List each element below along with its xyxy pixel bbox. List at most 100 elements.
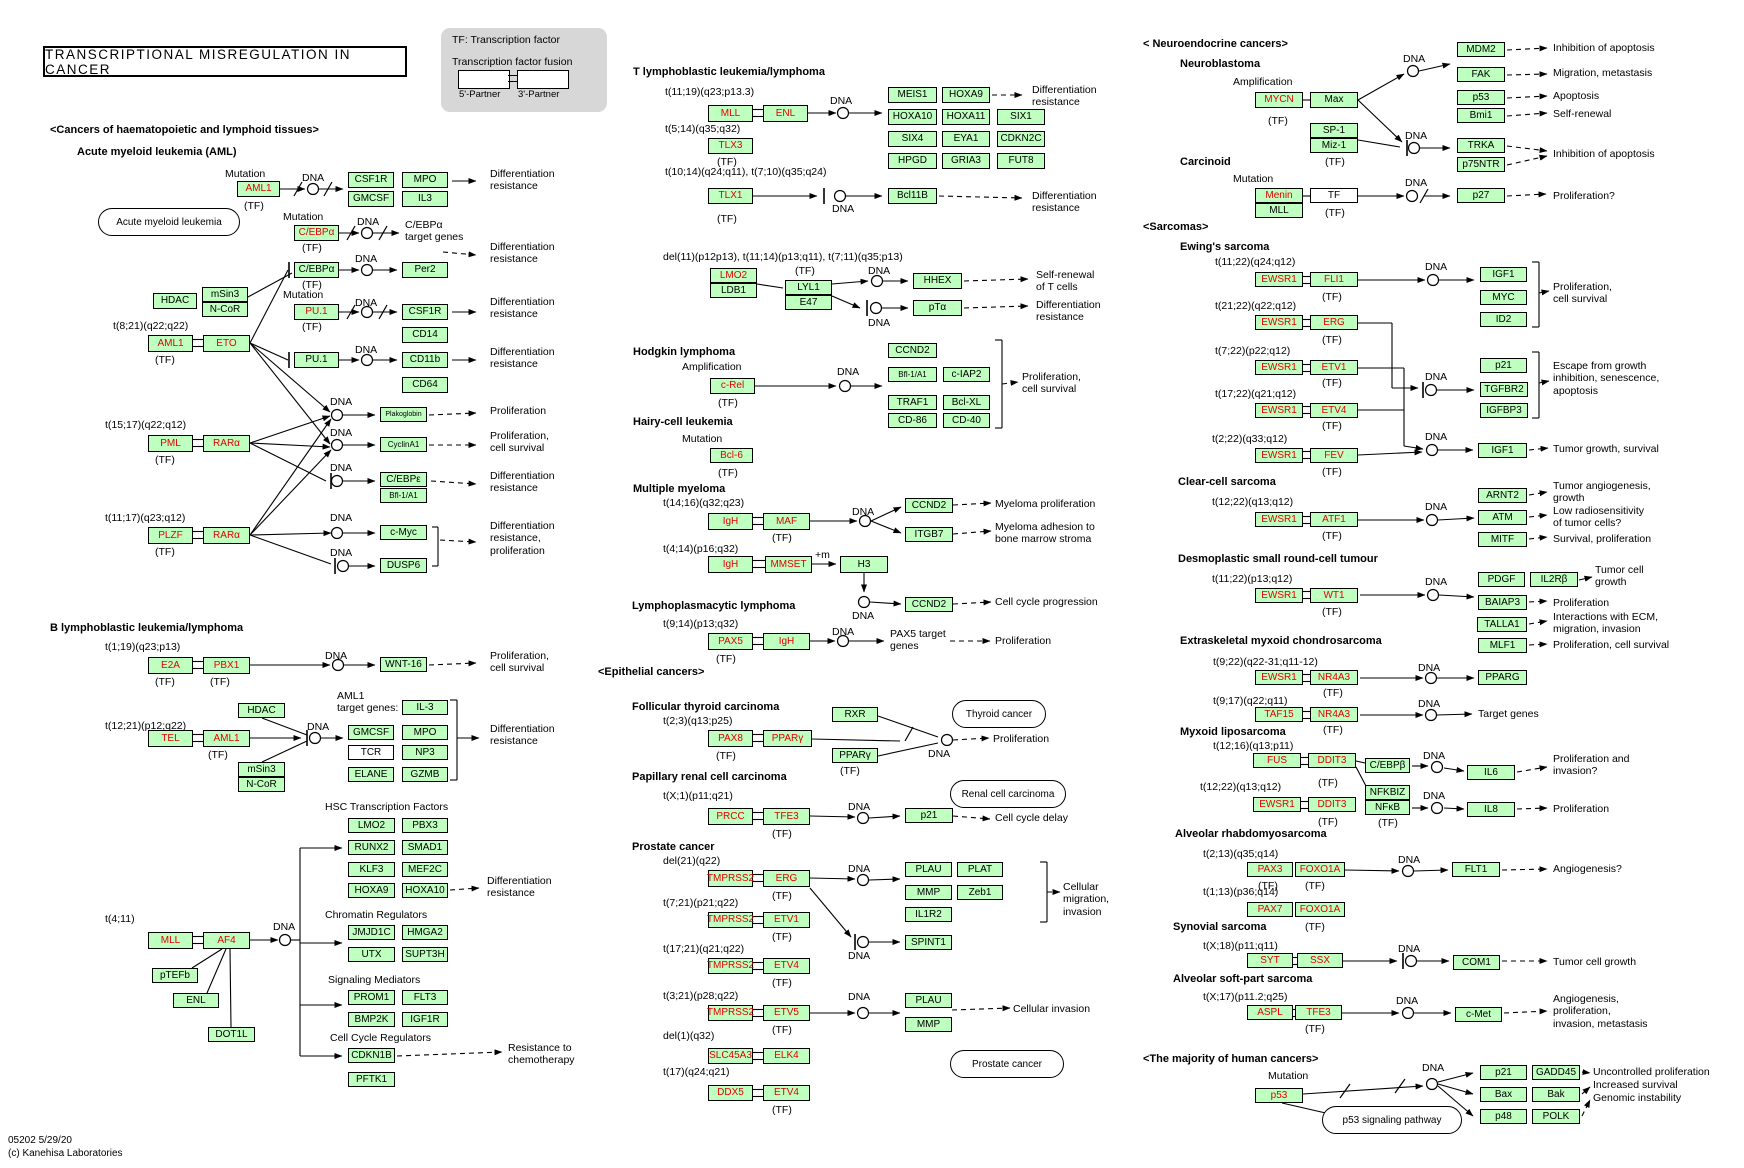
gene-box-bak[interactable]: Bak <box>1532 1087 1580 1102</box>
gene-box-prcc[interactable]: PRCC <box>708 808 753 825</box>
gene-box-p53[interactable]: p53 <box>1457 90 1505 105</box>
gene-box-hoxa10[interactable]: HOXA10 <box>402 883 448 898</box>
gene-box-runx2[interactable]: RUNX2 <box>348 840 395 855</box>
gene-box-gadd45[interactable]: GADD45 <box>1532 1065 1580 1080</box>
gene-box-pbx3[interactable]: PBX3 <box>402 818 448 833</box>
gene-box-klf3[interactable]: KLF3 <box>348 862 395 877</box>
gene-box-gria3[interactable]: GRIA3 <box>942 153 990 169</box>
gene-box-etv4[interactable]: ETV4 <box>1310 403 1358 418</box>
gene-box-ccnd2[interactable]: CCND2 <box>905 498 953 513</box>
gene-box-p21[interactable]: p21 <box>905 808 953 823</box>
gene-box-tfe3[interactable]: TFE3 <box>1295 1005 1342 1020</box>
gene-box-c-ebp[interactable]: C/EBPα <box>294 225 339 241</box>
gene-box-smad1[interactable]: SMAD1 <box>402 840 448 855</box>
gene-box-p53[interactable]: p53 <box>1255 1088 1303 1103</box>
gene-box-aspl[interactable]: ASPL <box>1247 1005 1293 1020</box>
gene-box-pftk1[interactable]: PFTK1 <box>348 1072 395 1087</box>
gene-box-foxo1a[interactable]: FOXO1A <box>1295 902 1345 917</box>
gene-box-sp-1[interactable]: SP-1 <box>1310 123 1358 138</box>
gene-box-ewsr1[interactable]: EWSR1 <box>1255 315 1303 330</box>
gene-box-dot1l[interactable]: DOT1L <box>208 1027 255 1042</box>
gene-box-fli1[interactable]: FLI1 <box>1310 272 1358 287</box>
gene-box-hmga2[interactable]: HMGA2 <box>402 925 448 940</box>
gene-box-il2r[interactable]: IL2Rβ <box>1530 572 1578 587</box>
gene-box-elane[interactable]: ELANE <box>348 767 394 782</box>
gene-box-jmjd1c[interactable]: JMJD1C <box>348 925 395 940</box>
gene-box-prom1[interactable]: PROM1 <box>348 990 395 1005</box>
gene-box-nfkbiz[interactable]: NFKBIZ <box>1365 785 1410 800</box>
gene-box-hoxa11[interactable]: HOXA11 <box>942 109 990 125</box>
gene-box-hhex[interactable]: HHEX <box>913 273 962 289</box>
gene-box-ccnd2[interactable]: CCND2 <box>905 597 953 612</box>
gene-box-igh[interactable]: IgH <box>763 633 810 650</box>
gene-box-etv5[interactable]: ETV5 <box>763 1005 810 1021</box>
gene-box-hdac[interactable]: HDAC <box>153 293 197 309</box>
gene-box-ewsr1[interactable]: EWSR1 <box>1253 797 1301 812</box>
gene-box-c-rel[interactable]: c-Rel <box>710 378 755 394</box>
gene-box-mpo[interactable]: MPO <box>402 725 448 740</box>
gene-box-bfl-1-a1[interactable]: Bfl-1/A1 <box>380 488 427 503</box>
gene-box-msin3[interactable]: mSin3 <box>202 287 248 302</box>
gene-box-maf[interactable]: MAF <box>763 513 810 530</box>
gene-box-mpo[interactable]: MPO <box>402 172 448 188</box>
gene-box-pbx1[interactable]: PBX1 <box>203 657 250 674</box>
gene-box-ewsr1[interactable]: EWSR1 <box>1255 272 1303 287</box>
gene-box-erg[interactable]: ERG <box>1310 315 1358 330</box>
gene-box-mll[interactable]: MLL <box>1255 203 1303 218</box>
gene-box-ccnd2[interactable]: CCND2 <box>888 343 937 358</box>
gene-box-flt3[interactable]: FLT3 <box>402 990 448 1005</box>
gene-box-spint1[interactable]: SPINT1 <box>905 935 952 950</box>
gene-box-cdkn1b[interactable]: CDKN1B <box>348 1048 395 1063</box>
gene-box-ewsr1[interactable]: EWSR1 <box>1255 670 1303 685</box>
gene-box-etv4[interactable]: ETV4 <box>763 1085 810 1101</box>
gene-box-fut8[interactable]: FUT8 <box>997 153 1045 169</box>
gene-box-tfe3[interactable]: TFE3 <box>763 808 810 825</box>
gene-box-gmcsf[interactable]: GMCSF <box>348 191 394 207</box>
gene-box-c-ebp[interactable]: C/EBPα <box>294 262 339 278</box>
gene-box-fak[interactable]: FAK <box>1457 67 1505 82</box>
gene-box-p48[interactable]: p48 <box>1480 1109 1527 1124</box>
gene-box-bcl11b[interactable]: Bcl11B <box>888 188 937 204</box>
gene-box-c-myc[interactable]: c-Myc <box>380 525 427 540</box>
gene-box-il3[interactable]: IL3 <box>402 191 448 207</box>
gene-box-igh[interactable]: IgH <box>708 513 753 530</box>
gene-box-pax7[interactable]: PAX7 <box>1247 902 1293 917</box>
gene-box-lmo2[interactable]: LMO2 <box>710 268 757 283</box>
gene-box-igf1r[interactable]: IGF1R <box>402 1012 448 1027</box>
gene-box-ldb1[interactable]: LDB1 <box>710 283 757 298</box>
gene-box-pdgf[interactable]: PDGF <box>1478 572 1525 587</box>
gene-box-mdm2[interactable]: MDM2 <box>1457 42 1505 57</box>
gene-box-ssx[interactable]: SSX <box>1297 953 1343 968</box>
gene-box-six1[interactable]: SIX1 <box>997 109 1045 125</box>
gene-box-pu-1[interactable]: PU.1 <box>294 304 339 320</box>
gene-box-aml1[interactable]: AML1 <box>203 730 250 747</box>
gene-box-traf1[interactable]: TRAF1 <box>888 395 937 410</box>
gene-box-hoxa10[interactable]: HOXA10 <box>888 109 937 125</box>
gene-box-tmprss2[interactable]: TMPRSS2 <box>707 912 754 928</box>
gene-box-baiap3[interactable]: BAIAP3 <box>1478 595 1527 610</box>
gene-box-tf[interactable]: TF <box>1310 188 1358 203</box>
gene-box-ewsr1[interactable]: EWSR1 <box>1255 588 1303 603</box>
gene-box-pml[interactable]: PML <box>148 435 193 452</box>
gene-box-np3[interactable]: NP3 <box>402 745 448 760</box>
gene-box-igf1[interactable]: IGF1 <box>1478 443 1527 458</box>
gene-box-enl[interactable]: ENL <box>763 105 808 122</box>
gene-box-bax[interactable]: Bax <box>1480 1087 1527 1102</box>
gene-box-bcl-6[interactable]: Bcl-6 <box>710 448 753 463</box>
gene-box-arnt2[interactable]: ARNT2 <box>1478 488 1527 503</box>
gene-box-csf1r[interactable]: CSF1R <box>402 304 448 320</box>
gene-box-ppar[interactable]: PPARγ <box>832 748 878 763</box>
gene-box-elk4[interactable]: ELK4 <box>763 1048 810 1064</box>
gene-box-bmp2k[interactable]: BMP2K <box>348 1012 395 1027</box>
gene-box-dusp6[interactable]: DUSP6 <box>380 558 427 573</box>
gene-box-n-cor[interactable]: N-CoR <box>238 777 285 792</box>
gene-box-ppar[interactable]: PPARγ <box>763 730 812 747</box>
gene-box-bcl-xl[interactable]: Bcl-XL <box>943 395 990 410</box>
gene-box-ptefb[interactable]: pTEFb <box>152 968 198 983</box>
gene-box-af4[interactable]: AF4 <box>203 932 250 949</box>
gene-box-nr4a3[interactable]: NR4A3 <box>1310 707 1358 722</box>
gene-box-cd-40[interactable]: CD-40 <box>943 413 990 428</box>
gene-box-atm[interactable]: ATM <box>1478 510 1527 525</box>
gene-box-slc45a3[interactable]: SLC45A3 <box>708 1048 753 1064</box>
gene-box-six4[interactable]: SIX4 <box>888 131 937 147</box>
